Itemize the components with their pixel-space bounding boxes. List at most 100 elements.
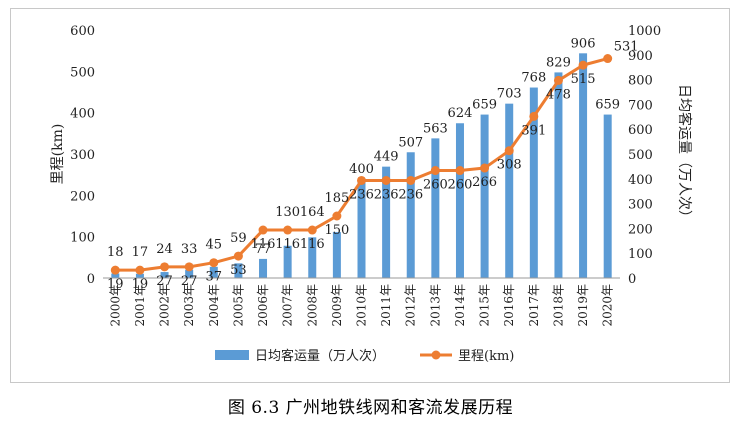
bar: [234, 263, 243, 278]
bar-value-label: 624: [448, 106, 473, 121]
line-value-label: 260: [423, 178, 448, 193]
bar-value-label: 507: [398, 135, 423, 150]
bar: [529, 87, 538, 278]
y2-tick-label: 400: [628, 173, 653, 188]
line-value-label: 53: [230, 263, 247, 278]
x-tick-label: 2002年: [158, 284, 172, 327]
x-tick-label: 2008年: [305, 284, 319, 327]
bar: [111, 273, 120, 278]
line-point: [455, 166, 465, 176]
y2-tick-label: 900: [628, 49, 653, 64]
y-tick-label: 400: [70, 107, 95, 122]
line-point: [209, 258, 219, 268]
y-tick-label: 600: [70, 24, 95, 39]
y-tick-label: 300: [70, 148, 95, 163]
bar: [505, 103, 514, 278]
line-point: [307, 225, 317, 235]
line-point: [578, 60, 588, 70]
y2-tick-label: 700: [628, 98, 653, 113]
line-point: [283, 225, 293, 235]
line-point: [504, 146, 514, 156]
line-value-label: 266: [472, 175, 497, 190]
y2-tick-label: 600: [628, 123, 653, 138]
line-point: [553, 75, 563, 85]
y2-tick-label: 800: [628, 74, 653, 89]
line-value-label: 19: [107, 277, 124, 292]
x-tick-label: 2005年: [231, 284, 245, 327]
bar: [185, 269, 194, 278]
bar-value-label: 768: [521, 71, 546, 86]
bar-value-label: 829: [546, 55, 571, 70]
x-tick-label: 2014年: [453, 284, 467, 327]
line-point: [233, 251, 243, 261]
x-tick-label: 2013年: [428, 284, 442, 327]
line-point: [480, 163, 490, 173]
line-point: [135, 265, 145, 275]
line-value-label: 515: [571, 72, 596, 87]
x-tick-label: 2020年: [601, 284, 615, 327]
line-value-label: 116: [251, 237, 276, 252]
y2-tick-label: 300: [628, 198, 653, 213]
y2-tick-label: 100: [628, 247, 653, 262]
line-value-label: 308: [497, 158, 522, 173]
x-tick-label: 2019年: [576, 284, 590, 327]
x-tick-label: 2007年: [281, 284, 295, 327]
bar-value-label: 659: [472, 98, 497, 113]
bar: [382, 166, 391, 278]
bar-value-label: 77: [255, 242, 272, 257]
bar: [554, 72, 563, 279]
line-value-label: 19: [132, 277, 149, 292]
line-value-label: 27: [156, 274, 173, 289]
x-tick-label: 2000年: [108, 284, 122, 327]
bar: [332, 232, 341, 278]
bar-value-label: 400: [349, 162, 374, 177]
x-tick-label: 2003年: [182, 284, 196, 327]
bar-value-label: 449: [374, 150, 399, 165]
line-value-label: 391: [521, 123, 546, 138]
legend-swatch-bar: [215, 350, 249, 360]
y-tick-label: 500: [70, 65, 95, 80]
chart: 0 100 200 300 400 500 600 0 100 200 300 400 500 600 70…: [50, 24, 693, 364]
line-point: [160, 262, 170, 272]
y-axis-title: 里程(km): [50, 124, 66, 185]
x-tick-label: 2015年: [478, 284, 492, 327]
line-value-label: 260: [448, 178, 473, 193]
line-point: [332, 211, 342, 221]
bar-value-label: 185: [324, 191, 349, 206]
bar: [480, 114, 489, 279]
legend: 日均客运量（万人次） 里程(km): [215, 348, 514, 364]
bar: [431, 138, 440, 278]
bar: [135, 273, 144, 278]
bar-value-label: 17: [132, 245, 149, 260]
y-tick-label: 100: [70, 231, 95, 246]
bar: [579, 53, 588, 279]
bar: [283, 245, 292, 278]
y-tick-label: 200: [70, 189, 95, 204]
y2-tick-label: 0: [628, 272, 636, 287]
line-value-label: 531: [614, 40, 639, 55]
x-tick-label: 2004年: [207, 284, 221, 327]
y-tick-label: 0: [87, 272, 95, 287]
line-value-label: 236: [349, 187, 374, 202]
line-value-label: 150: [324, 223, 349, 238]
bar-value-label: 130: [275, 205, 300, 220]
bar: [160, 272, 169, 278]
line-point: [430, 166, 440, 176]
bar: [259, 258, 268, 278]
line-point: [381, 175, 391, 185]
line-value-label: 37: [206, 270, 223, 285]
bar-value-label: 164: [300, 205, 325, 220]
line-point: [529, 111, 539, 121]
bar-value-label: 659: [595, 98, 620, 113]
legend-label-bar: 日均客运量（万人次）: [255, 348, 385, 364]
line-point: [603, 54, 613, 64]
line-point: [258, 225, 268, 235]
figure-caption: 图 6.3 广州地铁线网和客流发展历程: [227, 398, 514, 418]
bar: [357, 178, 366, 278]
y2-axis-title: 日均客运量（万人次）: [676, 84, 693, 224]
axis-layer: 0 100 200 300 400 500 600 0 100 200 300 400 500 600 70…: [50, 24, 693, 327]
y2-tick-label: 200: [628, 222, 653, 237]
x-tick-label: 2016年: [502, 284, 516, 327]
x-tick-label: 2012年: [404, 284, 418, 327]
line-value-label: 116: [300, 237, 325, 252]
